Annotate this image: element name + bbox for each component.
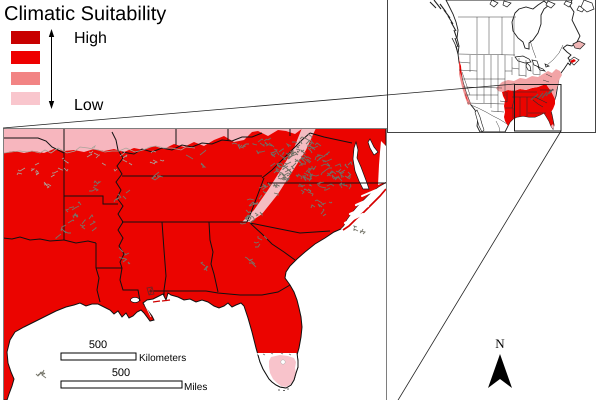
svg-text:Miles: Miles <box>184 382 207 393</box>
svg-text:High: High <box>74 30 107 47</box>
svg-text:500: 500 <box>112 367 130 379</box>
svg-text:500: 500 <box>89 339 107 351</box>
svg-text:N: N <box>495 336 505 351</box>
svg-text:Climatic Suitability: Climatic Suitability <box>4 3 166 25</box>
svg-text:Low: Low <box>74 97 104 114</box>
svg-text:Kilometers: Kilometers <box>139 353 186 364</box>
